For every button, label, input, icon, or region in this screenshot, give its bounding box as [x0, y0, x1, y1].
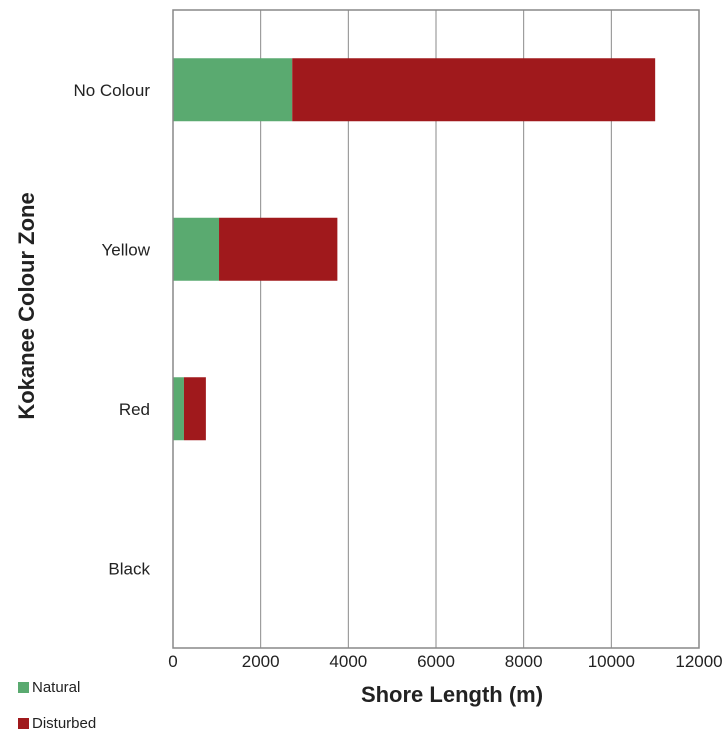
- legend-label-natural: Natural: [32, 679, 81, 696]
- y-tick-labels: No Colour Yellow Red Black: [73, 81, 150, 579]
- x-axis-title: Shore Length (m): [361, 682, 543, 707]
- x-tick-label: 2000: [242, 652, 280, 671]
- bar-natural-red: [173, 377, 184, 441]
- x-tick-label: 8000: [505, 652, 543, 671]
- legend-item-natural: Natural: [18, 679, 80, 696]
- x-tick-label: 6000: [417, 652, 455, 671]
- bar-natural-yellow: [173, 217, 220, 281]
- x-tick-labels: 0 2000 4000 6000 8000 10000 12000: [168, 652, 722, 671]
- y-tick-label: Yellow: [101, 240, 150, 259]
- x-tick-label: 0: [168, 652, 177, 671]
- y-tick-label: Black: [108, 559, 150, 578]
- legend-label-disturbed: Disturbed: [32, 715, 97, 732]
- plot-frame: [172, 9, 700, 649]
- y-tick-label: No Colour: [73, 81, 150, 100]
- legend-item-disturbed: Disturbed: [18, 715, 96, 732]
- x-tick-label: 12000: [675, 652, 722, 671]
- legend-swatch-natural: [18, 682, 29, 693]
- bars: [173, 58, 656, 441]
- x-tick-label: 4000: [329, 652, 367, 671]
- y-tick-label: Red: [119, 400, 150, 419]
- bar-disturbed-no-colour: [292, 58, 656, 122]
- y-axis-title: Kokanee Colour Zone: [14, 192, 39, 419]
- bar-disturbed-yellow: [219, 217, 338, 281]
- legend-swatch-disturbed: [18, 718, 29, 729]
- x-tick-label: 10000: [588, 652, 635, 671]
- bar-natural-no-colour: [173, 58, 293, 122]
- bar-disturbed-red: [183, 377, 206, 441]
